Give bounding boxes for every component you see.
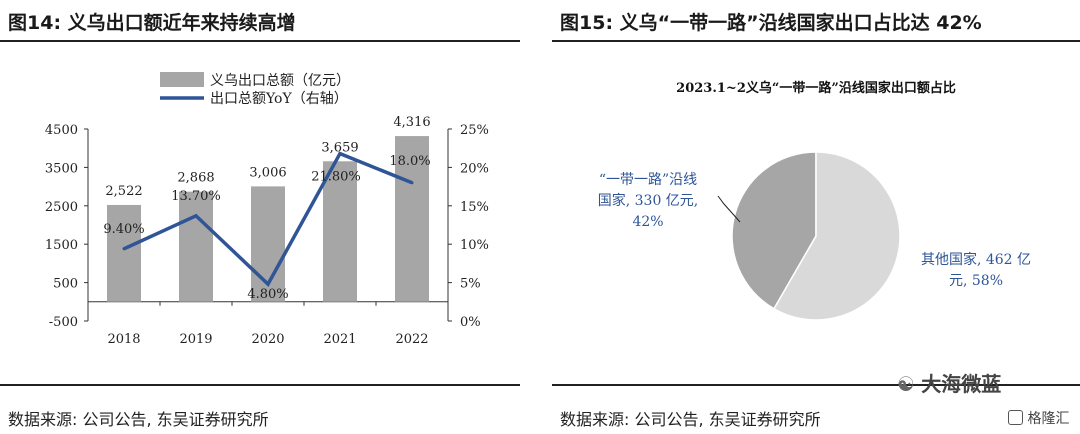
- pie-slice-belt-road: [731, 151, 817, 310]
- panel-right: 图15: 义乌“一带一路”沿线国家出口占比达 42% 2023.1~2义乌“一带…: [552, 0, 1080, 434]
- left-tick-label: 3500: [45, 161, 78, 176]
- bar-value-label: 3,006: [249, 165, 286, 180]
- yoy-point-2021: [338, 152, 342, 156]
- source-left: 数据来源: 公司公告, 东吴证券研究所: [8, 410, 269, 429]
- pie-title: 2023.1~2义乌“一带一路”沿线国家出口额占比: [676, 80, 956, 96]
- watermark-text-1: 大海微蓝: [921, 372, 1002, 396]
- bar-value-label: 4,316: [393, 115, 430, 130]
- x-tick-label: 2018: [107, 332, 140, 347]
- legend-label-line: 出口总额YoY（右轴）: [210, 91, 348, 107]
- glh-logo-icon: [1008, 410, 1023, 425]
- watermark-text-2: 格隆汇: [1027, 411, 1070, 427]
- source-right: 数据来源: 公司公告, 东吴证券研究所: [560, 410, 821, 429]
- pie-label-other: 其他国家, 462 亿: [921, 251, 1031, 268]
- divider-bottom-left: [0, 384, 520, 386]
- bar-2018: [107, 204, 141, 302]
- divider-top-right: [552, 40, 1080, 42]
- divider-bottom-right: [552, 384, 1080, 386]
- bar-2022: [395, 136, 429, 302]
- yoy-point-2019: [194, 214, 198, 218]
- yoy-value-label: 21.80%: [311, 170, 361, 185]
- yoy-value-label: 18.0%: [389, 154, 430, 169]
- legend-label-bar: 义乌出口总额（亿元）: [210, 73, 350, 89]
- right-tick-label: 0%: [460, 315, 481, 330]
- watermark-wechat: ☯ 大海微蓝: [897, 368, 1001, 397]
- right-tick-label: 5%: [460, 277, 481, 292]
- left-tick-label: -500: [49, 315, 78, 330]
- pie-slice-other: [772, 151, 901, 321]
- bar-value-label: 2,522: [105, 184, 142, 199]
- divider-top-left: [0, 40, 520, 42]
- x-tick-label: 2020: [251, 332, 284, 347]
- bar-2019: [179, 191, 213, 302]
- right-tick-label: 10%: [460, 238, 489, 253]
- figure-title-right: 图15: 义乌“一带一路”沿线国家出口占比达 42%: [560, 12, 982, 34]
- figure-title-left: 图14: 义乌出口额近年来持续高增: [8, 12, 296, 34]
- x-tick-label: 2022: [395, 332, 428, 347]
- pie-chart: 2023.1~2义乌“一带一路”沿线国家出口额占比 “一带一路”沿线国家, 330…: [598, 80, 1031, 321]
- yoy-value-label: 4.80%: [247, 287, 288, 302]
- bar-line-chart: 4500 3500 2500 1500 500 -500 25% 20% 15% 10% 5% 0% 2…: [45, 72, 489, 347]
- panel-left: 图14: 义乌出口额近年来持续高增 4500 3500 2500 1500 500 -50…: [0, 0, 520, 434]
- pie-label-belt-road: “一带一路”沿线: [599, 172, 697, 188]
- left-tick-label: 1500: [45, 238, 78, 253]
- right-tick-label: 15%: [460, 200, 489, 215]
- bar-2021: [323, 161, 357, 302]
- pie-leader-line: [717, 195, 741, 223]
- wechat-icon: ☯: [897, 372, 915, 396]
- x-tick-label: 2021: [323, 332, 356, 347]
- pie-label-other: 元, 58%: [949, 273, 1003, 289]
- yoy-point-2018: [122, 247, 126, 251]
- yoy-point-2020: [266, 282, 270, 286]
- right-tick-label: 25%: [460, 123, 489, 138]
- bar-value-label: 3,659: [321, 140, 358, 155]
- yoy-value-label: 13.70%: [171, 189, 221, 204]
- left-tick-label: 500: [53, 277, 78, 292]
- watermark-glh: 格隆汇: [1008, 408, 1069, 428]
- right-tick-label: 20%: [460, 161, 489, 176]
- x-tick-label: 2019: [179, 332, 212, 347]
- pie-label-belt-road: 国家, 330 亿元,: [598, 192, 699, 209]
- legend-swatch-bar: [160, 72, 204, 87]
- left-tick-label: 2500: [45, 200, 78, 215]
- bar-value-label: 2,868: [177, 171, 214, 186]
- yoy-value-label: 9.40%: [103, 222, 144, 237]
- yoy-point-2022: [410, 181, 414, 185]
- left-tick-label: 4500: [45, 123, 78, 138]
- pie-label-belt-road: 42%: [632, 214, 663, 230]
